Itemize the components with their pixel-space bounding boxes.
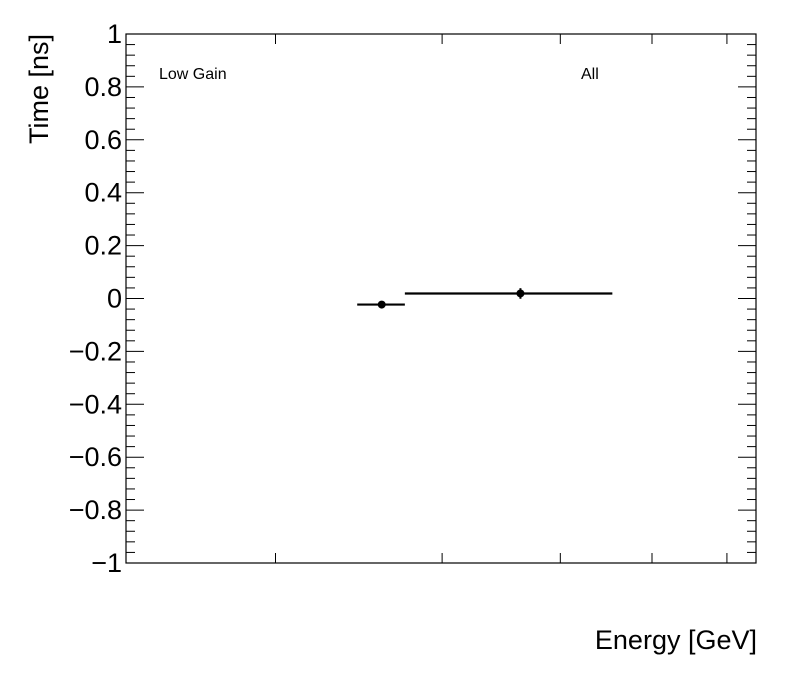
marker — [516, 289, 525, 298]
y-tick-label: 0.8 — [84, 72, 122, 102]
data-point — [404, 288, 613, 299]
y-axis: −1 −0.8 −0.6 −0.4 −0.2 0 0.2 0.4 0.6 0.8 1 — [69, 19, 756, 578]
data-point — [357, 300, 405, 309]
marker — [377, 300, 386, 309]
annotation-low-gain: Low Gain — [159, 66, 227, 83]
plot-frame — [125, 33, 757, 564]
y-tick-label: −1 — [91, 548, 122, 578]
annotation-all: All — [581, 66, 599, 83]
y-tick-label: 0.2 — [84, 231, 122, 261]
y-tick-label: 1 — [107, 19, 122, 49]
y-tick-label: −0.4 — [69, 389, 122, 419]
y-tick-label: −0.8 — [69, 495, 122, 525]
x-axis — [275, 34, 728, 563]
x-axis-label: Energy [GeV] — [595, 625, 757, 655]
y-tick-label: 0 — [107, 284, 122, 314]
y-tick-label: 0.4 — [84, 178, 122, 208]
y-axis-label: Time [ns] — [24, 34, 54, 144]
y-tick-label: 0.6 — [84, 125, 122, 155]
data-points — [357, 288, 613, 309]
y-tick-label: −0.6 — [69, 442, 122, 472]
y-tick-label: −0.2 — [69, 336, 122, 366]
